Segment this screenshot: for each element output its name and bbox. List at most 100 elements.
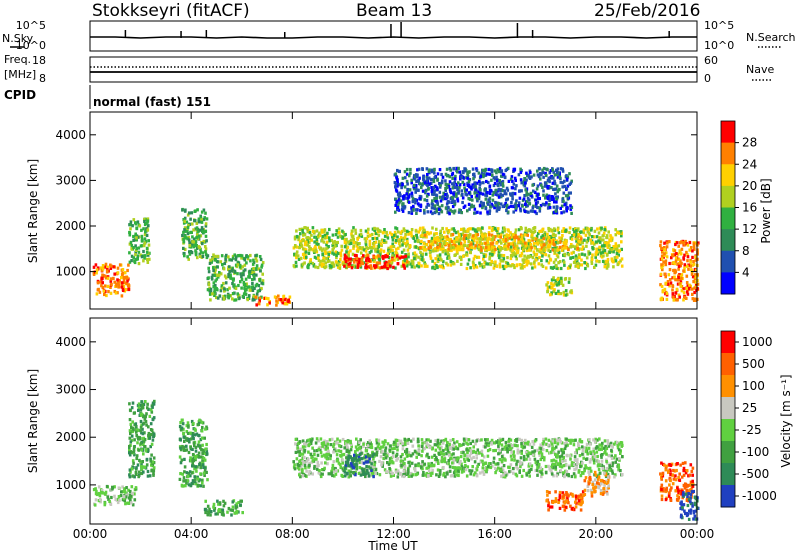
echo-cell	[191, 243, 194, 247]
echo-cell	[352, 258, 356, 262]
echo-cell	[687, 267, 690, 271]
echo-cell	[556, 226, 560, 230]
echo-cell	[109, 285, 112, 289]
echo-cell	[207, 266, 210, 270]
echo-cell	[282, 295, 285, 299]
echo-cell	[344, 256, 347, 260]
echo-cell	[142, 259, 145, 263]
echo-cell	[470, 203, 473, 207]
echo-cell	[505, 167, 509, 171]
echo-cell	[458, 185, 461, 189]
echo-cell	[503, 203, 506, 207]
echo-cell	[143, 417, 147, 421]
echo-cell	[129, 220, 133, 224]
echo-cell	[502, 254, 506, 258]
echo-cell	[421, 189, 425, 193]
echo-cell	[97, 485, 101, 489]
echo-cell	[495, 191, 498, 195]
echo-cell	[455, 194, 458, 199]
echo-cell	[582, 446, 586, 450]
echo-cell	[123, 489, 126, 493]
echo-cell	[552, 450, 556, 455]
echo-cell	[143, 237, 147, 241]
echo-cell	[314, 244, 317, 248]
echo-cell	[400, 255, 404, 259]
echo-cell	[430, 239, 433, 243]
echo-cell	[230, 513, 233, 517]
echo-cell	[543, 236, 547, 240]
echo-cell	[427, 192, 430, 196]
echo-cell	[385, 230, 388, 235]
echo-cell	[394, 210, 397, 214]
echo-cell	[439, 247, 443, 251]
echo-cell	[434, 193, 438, 197]
echo-cell	[106, 276, 110, 280]
echo-cell	[608, 250, 611, 254]
echo-cell	[619, 451, 622, 455]
echo-cell	[401, 204, 404, 208]
echo-cell	[512, 247, 516, 251]
echo-cell	[305, 236, 308, 240]
echo-cell	[420, 258, 424, 262]
echo-cell	[109, 263, 112, 267]
echo-cell	[441, 179, 444, 183]
echo-cell	[595, 450, 599, 454]
echo-cell	[510, 458, 513, 462]
echo-cell	[513, 192, 517, 196]
echo-cell	[307, 251, 311, 255]
echo-cell	[122, 284, 126, 288]
echo-cell	[346, 240, 350, 244]
echo-cell	[455, 237, 458, 241]
echo-cell	[202, 471, 206, 475]
echo-cell	[387, 256, 391, 260]
echo-cell	[206, 288, 210, 292]
echo-cell	[135, 425, 138, 429]
echo-cell	[135, 257, 138, 261]
echo-cell	[313, 255, 317, 259]
echo-cell	[436, 172, 440, 176]
echo-cell	[129, 408, 132, 413]
echo-cell	[378, 240, 381, 244]
echo-cell	[536, 238, 540, 242]
echo-cell	[588, 251, 592, 255]
echo-cell	[97, 491, 101, 496]
echo-cell	[535, 468, 539, 472]
echo-cell	[476, 233, 480, 237]
echo-cell	[453, 242, 456, 246]
echo-cell	[250, 270, 254, 274]
echo-cell	[612, 265, 615, 269]
echo-cell	[308, 244, 311, 248]
sky-left-tick-top: 10^5	[16, 19, 46, 32]
echo-cell	[511, 179, 514, 183]
echo-cell	[482, 173, 485, 177]
echo-cell	[514, 178, 517, 182]
echo-cell	[338, 263, 342, 267]
echo-cell	[499, 246, 502, 250]
echo-cell	[143, 241, 147, 245]
echo-cell	[396, 235, 399, 239]
echo-cell	[455, 244, 459, 248]
echo-cell	[137, 246, 141, 250]
echo-cell	[514, 187, 517, 191]
echo-cell	[213, 293, 216, 297]
echo-cell	[580, 247, 584, 251]
echo-cell	[492, 266, 496, 270]
echo-cell	[142, 227, 145, 231]
echo-cell	[318, 263, 322, 267]
echo-cell	[501, 172, 505, 176]
echo-cell	[475, 456, 478, 460]
echo-cell	[252, 260, 256, 264]
echo-cell	[281, 298, 284, 302]
echo-cell	[556, 167, 560, 171]
echo-cell	[337, 262, 340, 266]
echo-cell	[541, 170, 545, 175]
echo-cell	[441, 175, 445, 179]
echo-cell	[231, 266, 234, 270]
echo-cell	[243, 258, 247, 262]
echo-cell	[694, 273, 697, 277]
echo-cell	[135, 238, 138, 242]
echo-cell	[664, 292, 667, 296]
echo-cell	[133, 438, 136, 442]
echo-cell	[523, 233, 527, 237]
